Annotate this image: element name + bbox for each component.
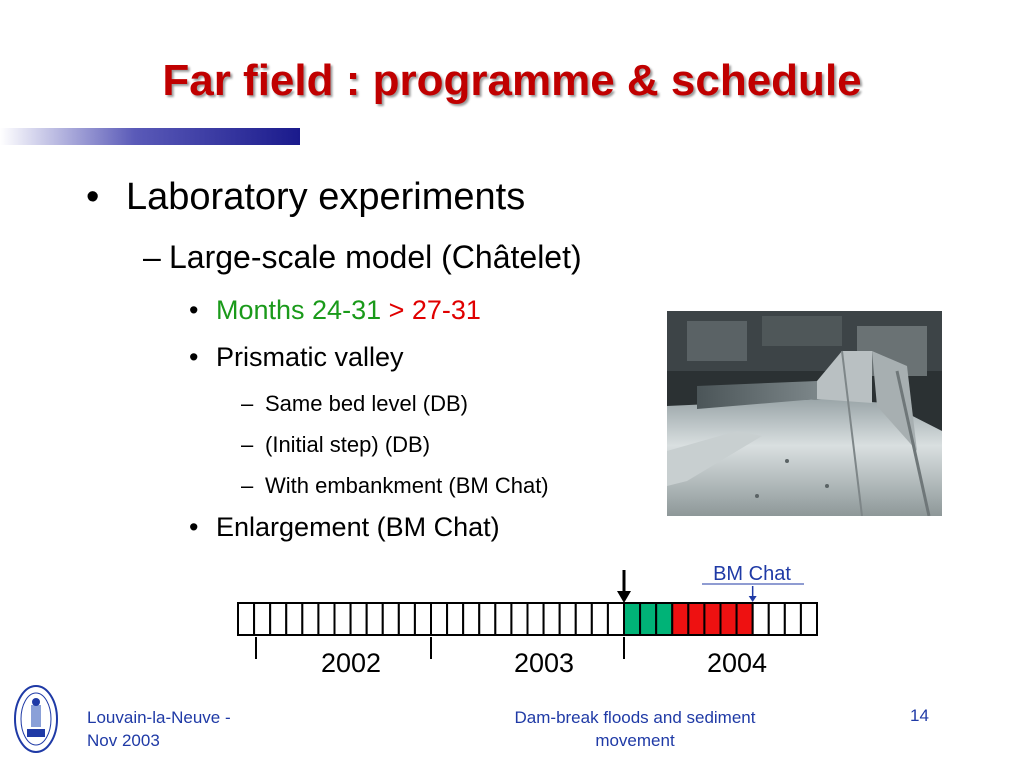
footer-date: Nov 2003 <box>87 731 160 750</box>
bm-chat-pointer-head <box>748 596 757 602</box>
bullet-text-prismatic-valley: Prismatic valley <box>216 342 404 372</box>
month-cell <box>510 602 529 636</box>
bullet-level3-prismatic: • Prismatic valley <box>189 342 404 373</box>
dash-marker: – <box>241 432 254 457</box>
timeline-year-ticks <box>255 637 625 659</box>
months-original: Months 24-31 <box>216 295 389 325</box>
month-cell <box>751 602 770 636</box>
month-cell <box>703 602 722 636</box>
footer-title-line1: Dam-break floods and sediment <box>514 708 756 727</box>
bullet-text-with-embankment: With embankment (BM Chat) <box>265 473 549 498</box>
slide-title: Far field : programme & schedule <box>162 56 862 105</box>
year-label-2004: 2004 <box>707 648 767 678</box>
month-cell <box>269 602 288 636</box>
schedule-timeline: 2002 2003 2004 BM Chat <box>237 563 818 678</box>
footer-presentation-title: Dam-break floods and sediment movement <box>470 706 800 752</box>
bullet-marker: • <box>189 342 199 372</box>
start-arrow <box>617 570 631 603</box>
month-cell <box>381 602 400 636</box>
bullet-text-initial-step: (Initial step) (DB) <box>265 432 431 457</box>
dash-marker: – <box>143 239 161 275</box>
laboratory-photo <box>667 311 942 516</box>
university-seal-icon <box>14 685 58 753</box>
timeline-cells <box>237 602 818 636</box>
month-cell <box>542 602 561 636</box>
dash-marker: – <box>241 391 254 416</box>
month-cell <box>639 602 658 636</box>
bullet-marker: • <box>189 512 199 542</box>
month-cell <box>719 602 738 636</box>
month-cell <box>413 602 433 636</box>
bullet-level4-a: – Same bed level (DB) <box>241 391 468 417</box>
month-cell <box>462 602 481 636</box>
month-cell <box>590 602 609 636</box>
bullet-text-large-scale-model: Large-scale model (Châtelet) <box>169 239 582 275</box>
month-cell <box>799 602 818 636</box>
month-cell <box>526 602 545 636</box>
month-cell <box>333 602 352 636</box>
month-cell <box>783 602 802 636</box>
bullet-marker: • <box>86 176 100 218</box>
bullet-level2: – Large-scale model (Châtelet) <box>143 239 582 276</box>
bullet-text-same-bed-level: Same bed level (DB) <box>265 391 468 416</box>
dash-marker: – <box>241 473 254 498</box>
bullet-level4-c: – With embankment (BM Chat) <box>241 473 549 499</box>
month-cell <box>558 602 577 636</box>
month-cell <box>655 602 674 636</box>
month-cell <box>365 602 384 636</box>
month-cell <box>317 602 336 636</box>
bullet-level3-enlargement: • Enlargement (BM Chat) <box>189 512 500 543</box>
months-arrow: > <box>388 295 405 325</box>
month-cell <box>253 602 272 636</box>
bullet-text-enlargement: Enlargement (BM Chat) <box>216 512 500 542</box>
month-cell <box>397 602 416 636</box>
year-label-2002: 2002 <box>321 648 381 678</box>
month-cell <box>478 602 497 636</box>
bullet-text-laboratory-experiments: Laboratory experiments <box>126 176 526 218</box>
month-cell <box>671 602 690 636</box>
month-cell <box>237 602 256 636</box>
month-cell <box>767 602 786 636</box>
footer-title-line2: movement <box>595 731 675 750</box>
month-cell <box>301 602 320 636</box>
month-cell <box>574 602 593 636</box>
bm-chat-annotation: BM Chat <box>713 563 791 585</box>
bullet-level1: • Laboratory experiments <box>86 176 525 219</box>
title-accent-bar <box>0 128 300 145</box>
month-cell <box>285 602 304 636</box>
month-cell <box>735 602 754 636</box>
footer-location: Louvain-la-Neuve - <box>87 708 231 727</box>
month-cell <box>446 602 465 636</box>
year-label-2003: 2003 <box>514 648 574 678</box>
bullet-level3-months: • Months 24-31 > 27-31 <box>189 295 481 326</box>
footer-location-date: Louvain-la-Neuve - Nov 2003 <box>87 706 231 752</box>
bullet-level4-b: – (Initial step) (DB) <box>241 432 430 458</box>
month-cell <box>349 602 368 636</box>
month-cell <box>430 602 449 636</box>
month-cell <box>606 602 625 636</box>
month-cell <box>687 602 706 636</box>
month-cell <box>623 602 642 636</box>
bullet-marker: • <box>189 295 199 325</box>
slide-number: 14 <box>910 706 929 725</box>
months-revised: 27-31 <box>404 295 481 325</box>
month-cell <box>494 602 513 636</box>
